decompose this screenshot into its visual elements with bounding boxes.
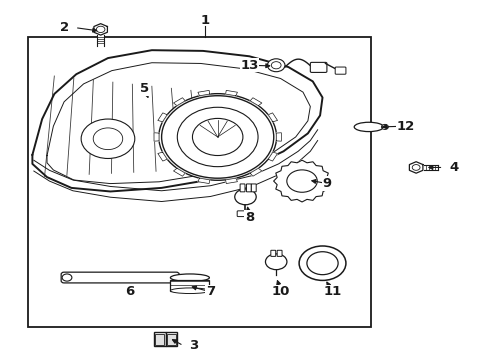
FancyBboxPatch shape — [165, 332, 177, 346]
FancyBboxPatch shape — [240, 184, 244, 192]
Polygon shape — [268, 152, 277, 161]
Circle shape — [234, 189, 256, 205]
FancyBboxPatch shape — [251, 184, 256, 192]
Ellipse shape — [170, 274, 209, 282]
Bar — [97, 35, 104, 46]
Polygon shape — [198, 90, 209, 96]
Text: 4: 4 — [448, 161, 458, 174]
Text: 3: 3 — [188, 339, 198, 352]
Circle shape — [81, 119, 135, 158]
Circle shape — [177, 107, 258, 167]
Text: 6: 6 — [125, 285, 134, 298]
FancyBboxPatch shape — [310, 62, 326, 72]
Circle shape — [306, 252, 337, 275]
Circle shape — [267, 59, 285, 72]
Polygon shape — [158, 152, 167, 161]
FancyBboxPatch shape — [166, 334, 175, 345]
Text: 10: 10 — [271, 285, 290, 298]
Text: 5: 5 — [140, 82, 149, 95]
Bar — [27, 37, 370, 327]
Circle shape — [286, 170, 317, 192]
Circle shape — [192, 118, 243, 156]
Circle shape — [93, 128, 122, 150]
Text: 1: 1 — [201, 14, 210, 27]
FancyBboxPatch shape — [154, 332, 165, 346]
Polygon shape — [158, 113, 167, 122]
FancyBboxPatch shape — [237, 211, 253, 217]
Circle shape — [161, 96, 273, 178]
Polygon shape — [408, 162, 422, 173]
FancyBboxPatch shape — [155, 334, 163, 345]
Polygon shape — [225, 90, 237, 96]
Text: 13: 13 — [240, 59, 258, 72]
FancyBboxPatch shape — [277, 250, 282, 256]
Circle shape — [299, 246, 345, 280]
Text: 8: 8 — [244, 211, 253, 224]
Polygon shape — [198, 178, 209, 184]
Circle shape — [265, 254, 286, 270]
Text: 11: 11 — [323, 285, 341, 298]
Text: 12: 12 — [395, 120, 414, 133]
Polygon shape — [249, 168, 261, 176]
Ellipse shape — [170, 288, 209, 293]
Polygon shape — [94, 24, 107, 35]
Circle shape — [411, 165, 419, 170]
Polygon shape — [173, 98, 185, 106]
FancyBboxPatch shape — [61, 272, 179, 283]
Text: 7: 7 — [205, 285, 215, 298]
FancyBboxPatch shape — [270, 250, 275, 256]
Polygon shape — [173, 168, 185, 176]
FancyBboxPatch shape — [334, 67, 345, 74]
Polygon shape — [276, 133, 281, 141]
Polygon shape — [225, 178, 237, 184]
Text: 2: 2 — [60, 21, 68, 34]
FancyBboxPatch shape — [246, 184, 251, 192]
Circle shape — [381, 125, 387, 130]
Polygon shape — [154, 133, 159, 141]
Circle shape — [62, 274, 72, 281]
Text: 9: 9 — [322, 177, 331, 190]
Circle shape — [271, 62, 281, 69]
Circle shape — [159, 94, 276, 180]
Polygon shape — [32, 50, 322, 192]
Polygon shape — [273, 160, 330, 202]
FancyBboxPatch shape — [170, 280, 209, 291]
Ellipse shape — [353, 122, 383, 132]
Polygon shape — [249, 98, 261, 106]
Polygon shape — [268, 113, 277, 122]
Circle shape — [96, 26, 105, 32]
